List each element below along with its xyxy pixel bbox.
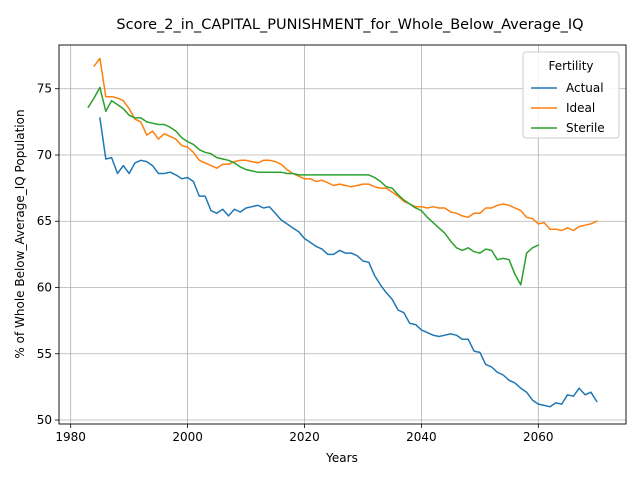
chart-title: Score_2_in_CAPITAL_PUNISHMENT_for_Whole_…	[116, 17, 583, 33]
y-axis-label: % of Whole Below_Average_IQ Population	[13, 109, 27, 358]
y-tick-label: 65	[37, 214, 52, 228]
x-tick-label: 2060	[523, 430, 554, 444]
x-tick-label: 2020	[289, 430, 320, 444]
x-axis-label: Years	[325, 451, 358, 465]
x-tick-label: 1980	[55, 430, 86, 444]
y-tick-label: 70	[37, 148, 52, 162]
y-tick-label: 60	[37, 281, 52, 295]
legend-label-ideal: Ideal	[566, 101, 595, 115]
series-layer	[87, 57, 598, 408]
y-tick-label: 50	[37, 413, 52, 427]
plot-frame	[58, 44, 627, 425]
legend-items: Actual Ideal Sterile	[531, 81, 605, 135]
y-tick-label: 75	[37, 82, 52, 96]
y-axis-ticks: 50 55 60 65 70 75	[37, 82, 59, 427]
legend-label-actual: Actual	[566, 81, 604, 95]
series-line-actual	[99, 117, 598, 408]
legend-title: Fertility	[548, 59, 593, 73]
x-tick-label: 2040	[406, 430, 437, 444]
x-axis-ticks: 1980 2000 2020 2040 2060	[55, 424, 554, 444]
x-tick-label: 2000	[172, 430, 203, 444]
legend-box	[522, 51, 620, 139]
series-line-sterile	[87, 86, 540, 286]
y-tick-label: 55	[37, 347, 52, 361]
legend-label-sterile: Sterile	[566, 121, 605, 135]
legend: Fertility Actual Ideal Sterile	[522, 51, 620, 139]
series-line-ideal	[93, 57, 598, 232]
